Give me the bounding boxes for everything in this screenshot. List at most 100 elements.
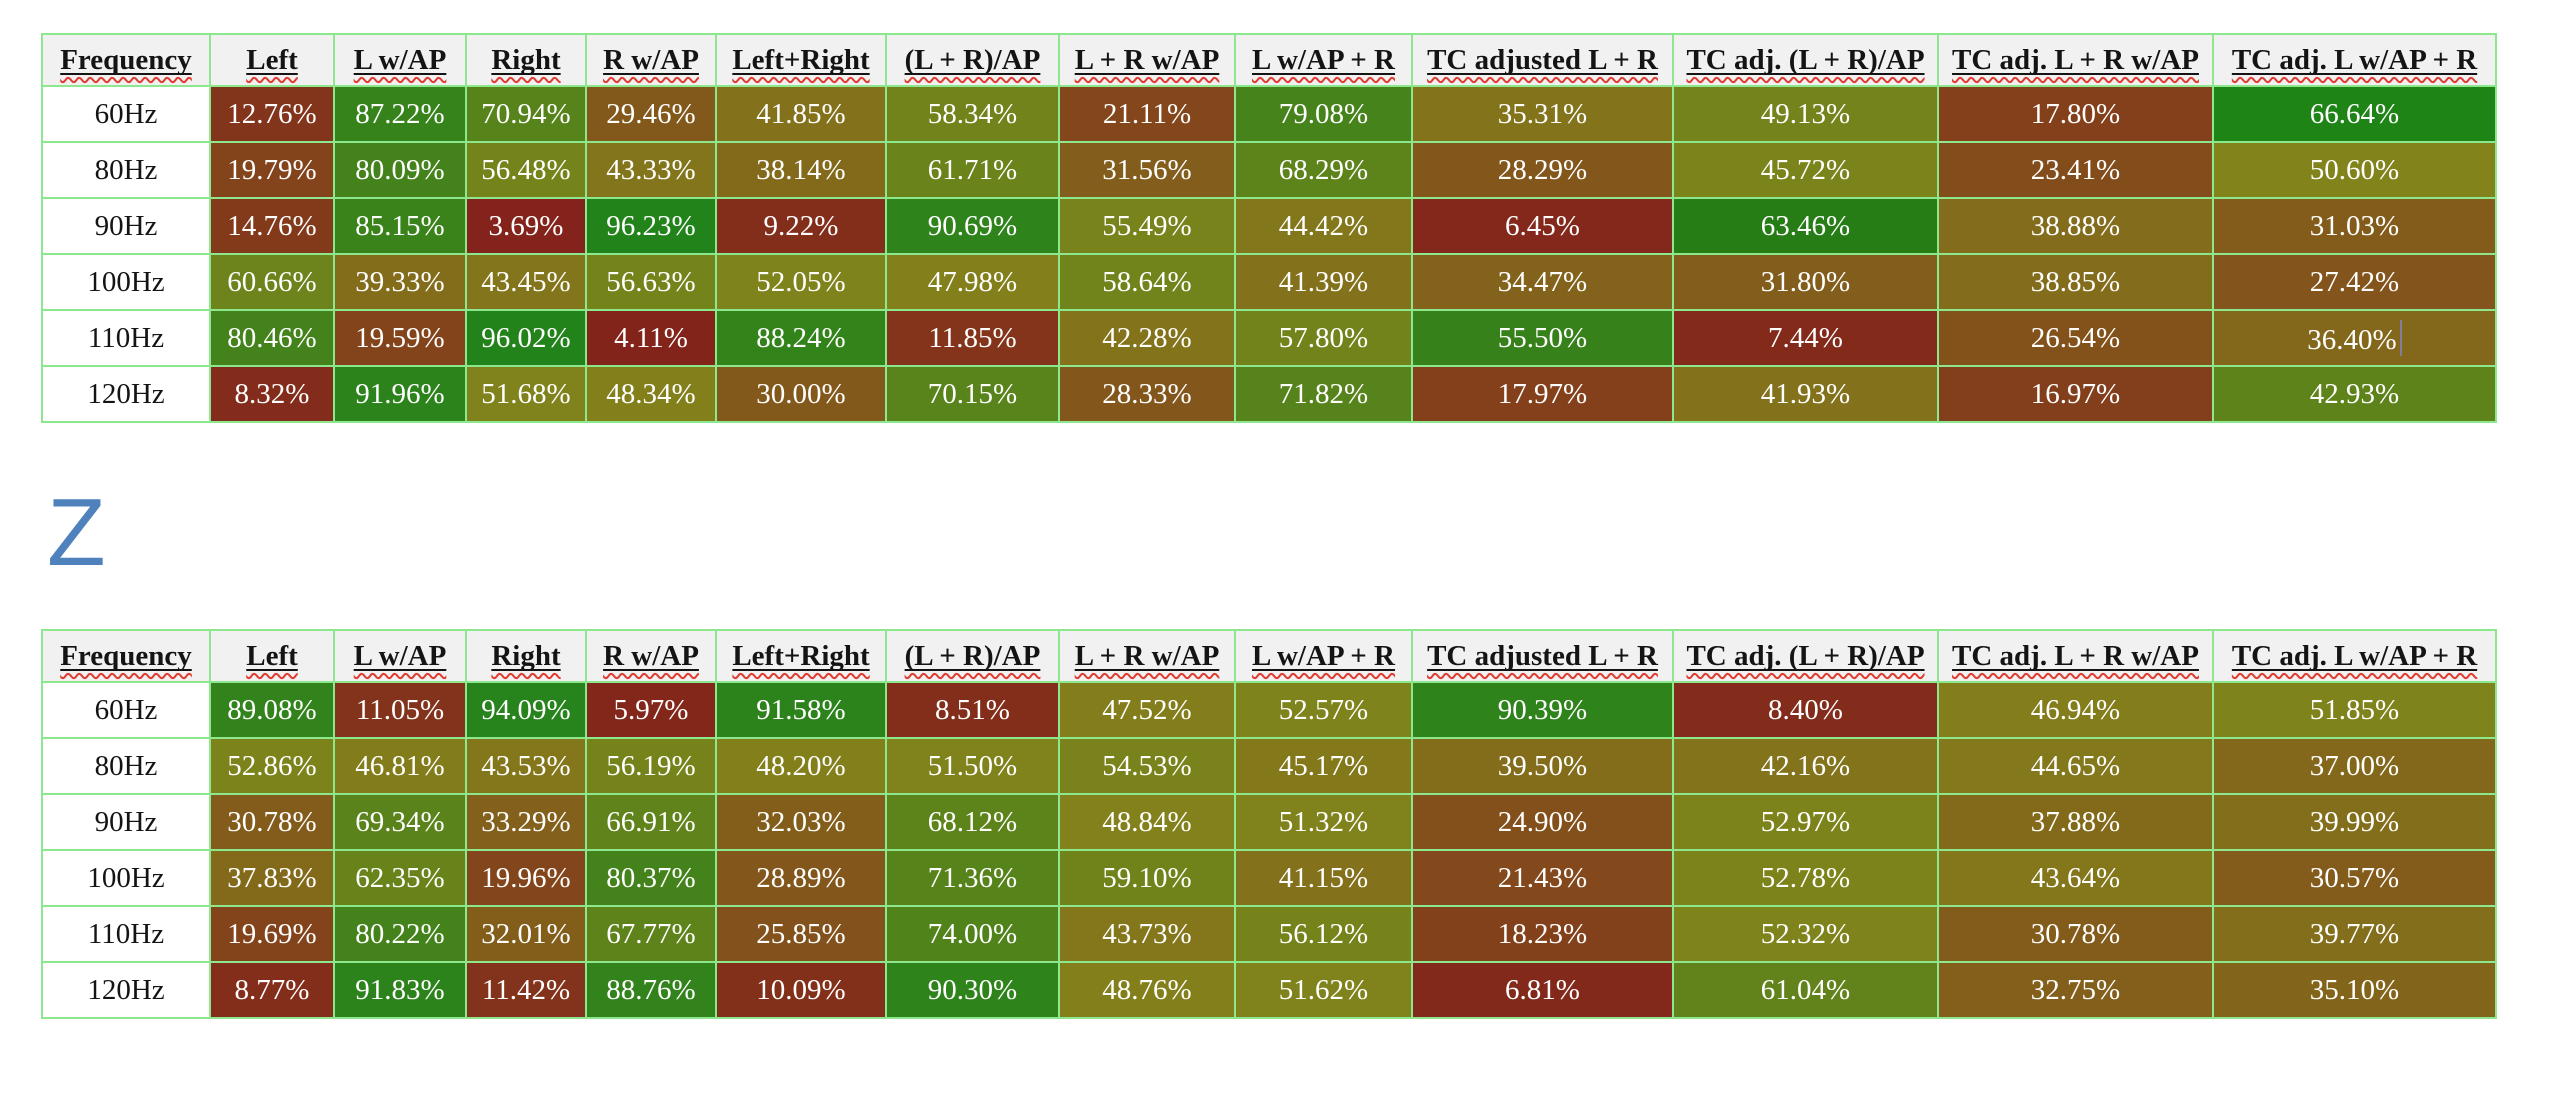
data-cell[interactable]: 71.36% — [885, 849, 1060, 907]
data-cell[interactable]: 52.78% — [1672, 849, 1939, 907]
data-cell[interactable]: 41.15% — [1234, 849, 1413, 907]
data-cell[interactable]: 52.57% — [1234, 681, 1413, 739]
data-cell[interactable]: 32.75% — [1937, 961, 2214, 1019]
data-cell[interactable]: 18.23% — [1411, 905, 1674, 963]
data-cell[interactable]: 8.32% — [209, 365, 335, 423]
data-cell[interactable]: 57.80% — [1234, 309, 1413, 367]
data-cell[interactable]: 90.39% — [1411, 681, 1674, 739]
data-cell[interactable]: 35.31% — [1411, 85, 1674, 143]
data-cell[interactable]: 85.15% — [333, 197, 467, 255]
frequency-cell[interactable]: 60Hz — [41, 85, 211, 143]
data-cell[interactable]: 37.88% — [1937, 793, 2214, 851]
data-cell[interactable]: 39.33% — [333, 253, 467, 311]
data-cell[interactable]: 11.85% — [885, 309, 1060, 367]
data-cell[interactable]: 30.57% — [2212, 849, 2497, 907]
data-cell[interactable]: 46.94% — [1937, 681, 2214, 739]
data-cell[interactable]: 50.60% — [2212, 141, 2497, 199]
data-cell[interactable]: 7.44% — [1672, 309, 1939, 367]
data-cell[interactable]: 29.46% — [585, 85, 717, 143]
data-cell[interactable]: 9.22% — [715, 197, 887, 255]
frequency-cell[interactable]: 120Hz — [41, 961, 211, 1019]
data-cell[interactable]: 70.94% — [465, 85, 587, 143]
frequency-cell[interactable]: 100Hz — [41, 849, 211, 907]
data-cell[interactable]: 11.05% — [333, 681, 467, 739]
data-cell[interactable]: 87.22% — [333, 85, 467, 143]
data-cell[interactable]: 52.05% — [715, 253, 887, 311]
data-cell[interactable]: 56.63% — [585, 253, 717, 311]
data-cell[interactable]: 8.40% — [1672, 681, 1939, 739]
data-cell[interactable]: 30.78% — [1937, 905, 2214, 963]
data-cell[interactable]: 6.81% — [1411, 961, 1674, 1019]
data-cell[interactable]: 3.69% — [465, 197, 587, 255]
data-cell[interactable]: 71.82% — [1234, 365, 1413, 423]
data-cell[interactable]: 30.00% — [715, 365, 887, 423]
data-cell[interactable]: 91.83% — [333, 961, 467, 1019]
data-cell[interactable]: 51.32% — [1234, 793, 1413, 851]
data-cell[interactable]: 54.53% — [1058, 737, 1236, 795]
frequency-cell[interactable]: 90Hz — [41, 793, 211, 851]
data-cell[interactable]: 38.14% — [715, 141, 887, 199]
data-cell[interactable]: 8.77% — [209, 961, 335, 1019]
data-cell[interactable]: 51.50% — [885, 737, 1060, 795]
data-cell[interactable]: 49.13% — [1672, 85, 1939, 143]
data-cell[interactable]: 31.03% — [2212, 197, 2497, 255]
data-cell[interactable]: 55.49% — [1058, 197, 1236, 255]
data-cell[interactable]: 91.58% — [715, 681, 887, 739]
data-cell[interactable]: 90.30% — [885, 961, 1060, 1019]
data-cell[interactable]: 35.10% — [2212, 961, 2497, 1019]
z-heading[interactable]: Z — [47, 479, 106, 586]
data-cell[interactable]: 4.11% — [585, 309, 717, 367]
data-cell[interactable]: 19.59% — [333, 309, 467, 367]
data-cell[interactable]: 21.43% — [1411, 849, 1674, 907]
data-cell[interactable]: 68.12% — [885, 793, 1060, 851]
data-cell[interactable]: 45.17% — [1234, 737, 1413, 795]
data-cell[interactable]: 19.96% — [465, 849, 587, 907]
data-cell[interactable]: 23.41% — [1937, 141, 2214, 199]
data-cell[interactable]: 32.03% — [715, 793, 887, 851]
data-cell[interactable]: 6.45% — [1411, 197, 1674, 255]
data-cell[interactable]: 56.48% — [465, 141, 587, 199]
data-cell[interactable]: 44.42% — [1234, 197, 1413, 255]
data-cell[interactable]: 61.71% — [885, 141, 1060, 199]
data-cell[interactable]: 80.09% — [333, 141, 467, 199]
data-cell[interactable]: 25.85% — [715, 905, 887, 963]
data-cell[interactable]: 38.85% — [1937, 253, 2214, 311]
data-cell[interactable]: 79.08% — [1234, 85, 1413, 143]
data-cell[interactable]: 52.32% — [1672, 905, 1939, 963]
data-cell[interactable]: 41.85% — [715, 85, 887, 143]
data-cell[interactable]: 45.72% — [1672, 141, 1939, 199]
data-cell[interactable]: 90.69% — [885, 197, 1060, 255]
data-cell[interactable]: 58.64% — [1058, 253, 1236, 311]
data-cell[interactable]: 12.76% — [209, 85, 335, 143]
data-cell[interactable]: 47.98% — [885, 253, 1060, 311]
data-cell[interactable]: 37.83% — [209, 849, 335, 907]
frequency-cell[interactable]: 90Hz — [41, 197, 211, 255]
data-cell[interactable]: 24.90% — [1411, 793, 1674, 851]
data-cell[interactable]: 27.42% — [2212, 253, 2497, 311]
data-cell[interactable]: 96.23% — [585, 197, 717, 255]
data-cell[interactable]: 26.54% — [1937, 309, 2214, 367]
data-cell[interactable]: 56.12% — [1234, 905, 1413, 963]
data-cell[interactable]: 17.80% — [1937, 85, 2214, 143]
data-cell[interactable]: 51.85% — [2212, 681, 2497, 739]
frequency-cell[interactable]: 120Hz — [41, 365, 211, 423]
frequency-cell[interactable]: 80Hz — [41, 141, 211, 199]
data-cell[interactable]: 47.52% — [1058, 681, 1236, 739]
data-cell[interactable]: 19.69% — [209, 905, 335, 963]
frequency-cell[interactable]: 110Hz — [41, 309, 211, 367]
data-cell[interactable]: 17.97% — [1411, 365, 1674, 423]
data-cell[interactable]: 58.34% — [885, 85, 1060, 143]
data-cell[interactable]: 52.97% — [1672, 793, 1939, 851]
data-cell[interactable]: 67.77% — [585, 905, 717, 963]
data-cell[interactable]: 88.24% — [715, 309, 887, 367]
data-cell[interactable]: 43.33% — [585, 141, 717, 199]
data-cell[interactable]: 33.29% — [465, 793, 587, 851]
data-cell[interactable]: 5.97% — [585, 681, 717, 739]
frequency-cell[interactable]: 60Hz — [41, 681, 211, 739]
data-cell[interactable]: 42.16% — [1672, 737, 1939, 795]
data-cell[interactable]: 32.01% — [465, 905, 587, 963]
frequency-cell[interactable]: 100Hz — [41, 253, 211, 311]
frequency-cell[interactable]: 80Hz — [41, 737, 211, 795]
data-cell[interactable]: 41.39% — [1234, 253, 1413, 311]
data-cell[interactable]: 60.66% — [209, 253, 335, 311]
